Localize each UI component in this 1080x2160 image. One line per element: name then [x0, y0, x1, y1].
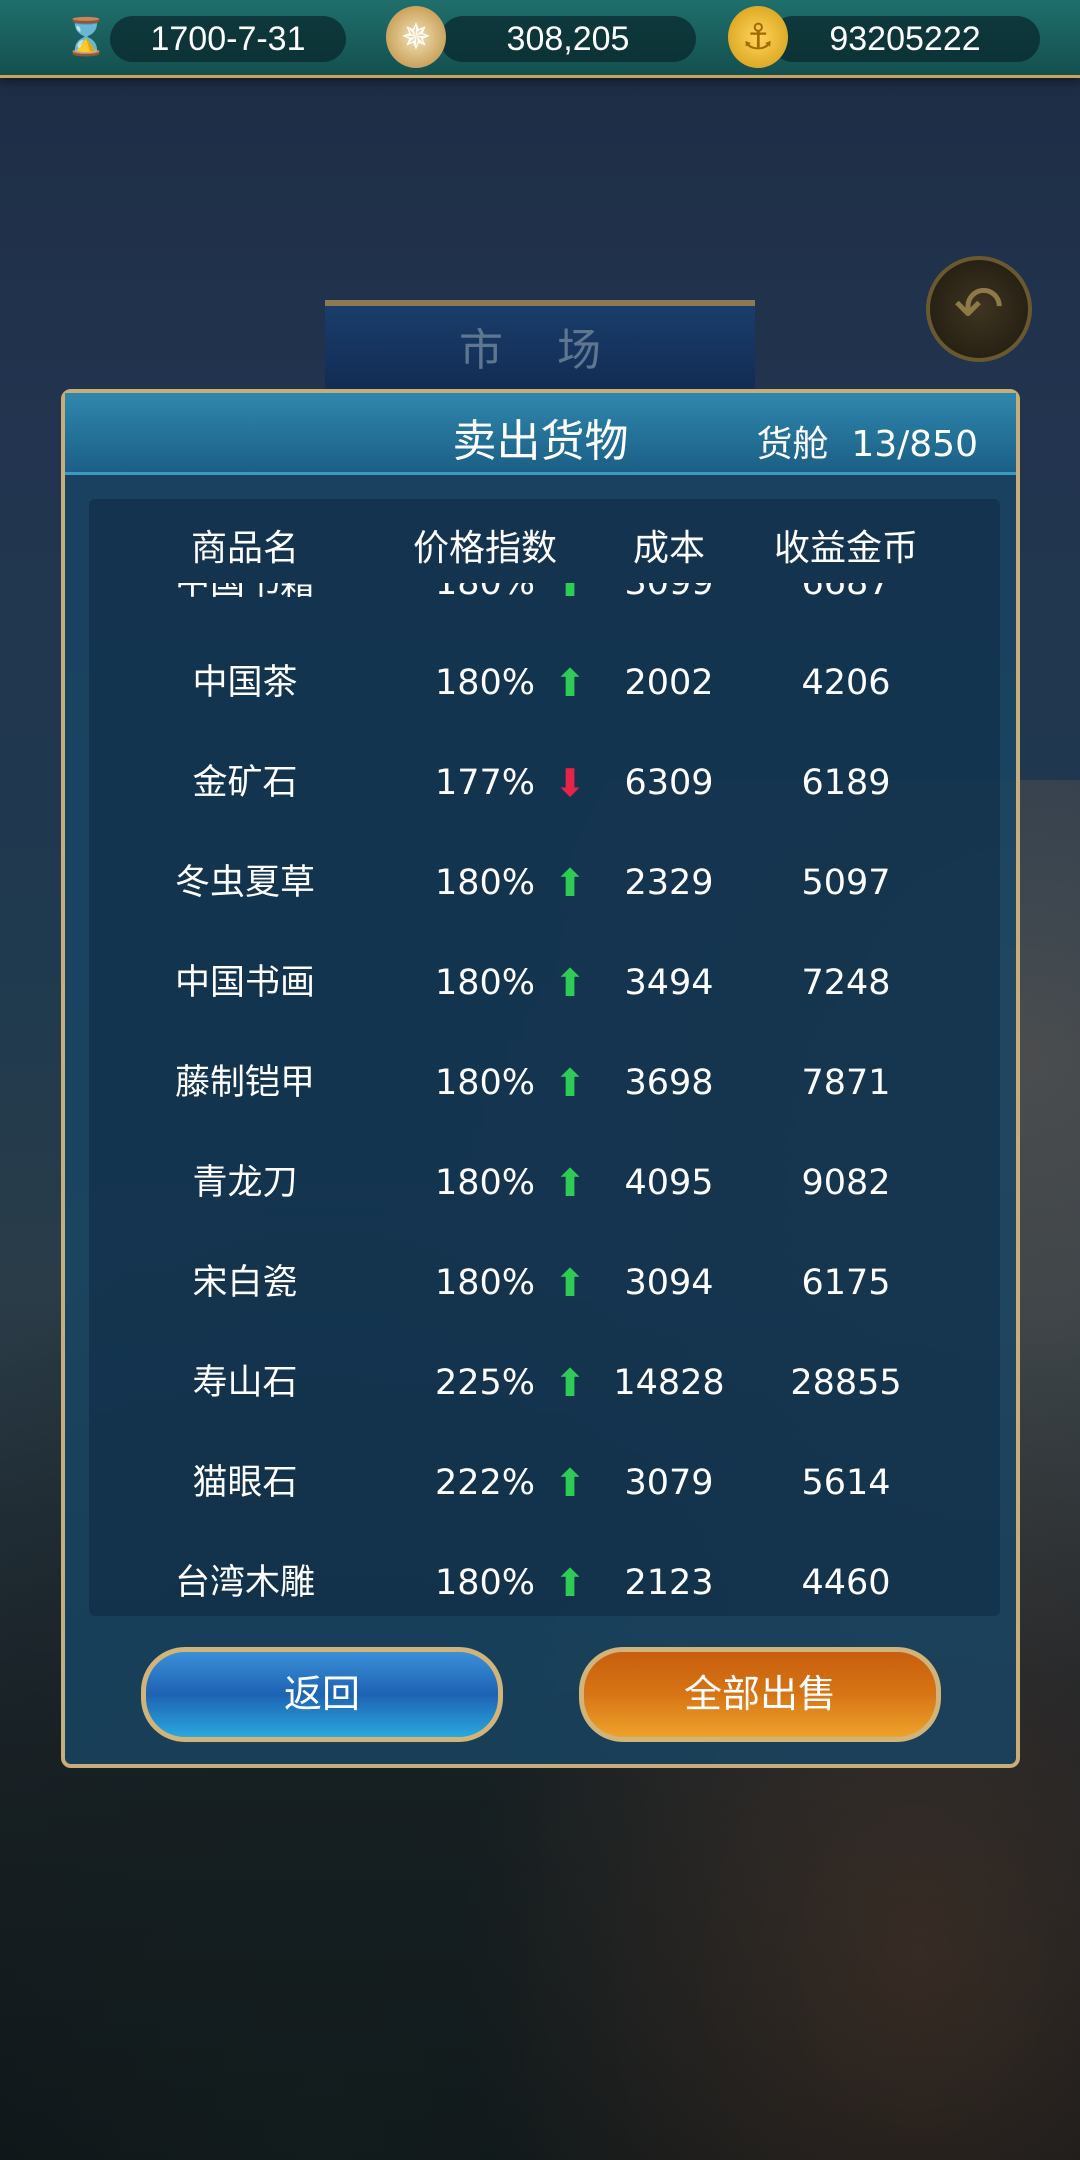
- profit: 7248: [801, 963, 891, 1003]
- sell-goods-panel: 卖出货物 货舱 13/850 商品名 价格指数 成本 收益金币 中国书籍 180…: [61, 389, 1020, 1768]
- price-index: 180%: [434, 1263, 536, 1303]
- hourglass-icon: ⌛: [63, 17, 109, 58]
- profit: 5097: [801, 863, 891, 903]
- item-name: 宋白瓷: [192, 1263, 298, 1303]
- item-name: 中国茶: [192, 663, 298, 703]
- table-row[interactable]: 台湾木雕 180% ⬆ 2123 4460: [89, 1533, 1000, 1613]
- trend-up-icon: ⬆: [554, 661, 586, 705]
- sell-all-button[interactable]: 全部出售: [579, 1647, 941, 1742]
- profit: 4206: [801, 663, 891, 703]
- cost: 2123: [624, 1563, 714, 1603]
- date-display: 1700-7-31: [110, 16, 346, 62]
- table-body-scroll[interactable]: 中国书籍 180% ⬆ 3099 6687 中国茶 180% ⬆ 2002 420…: [89, 583, 1000, 1613]
- item-name: 中国书籍: [174, 583, 316, 603]
- price-index: 180%: [434, 863, 536, 903]
- cost: 3079: [624, 1463, 714, 1503]
- table-row[interactable]: 宋白瓷 180% ⬆ 3094 6175: [89, 1233, 1000, 1333]
- cargo-value: 13/850: [851, 424, 978, 465]
- trend-up-icon: ⬆: [554, 1061, 586, 1105]
- cargo-label: 货舱: [756, 424, 829, 465]
- trend-up-icon: ⬆: [554, 1461, 586, 1505]
- profit: 6687: [801, 583, 891, 603]
- profit: 4460: [801, 1563, 891, 1603]
- trend-up-icon: ⬆: [554, 1561, 586, 1605]
- market-banner: 市 场: [325, 300, 755, 395]
- table-header: 商品名 价格指数 成本 收益金币: [89, 499, 1000, 583]
- return-arrow-button[interactable]: ↶: [926, 256, 1032, 362]
- cost: 2329: [624, 863, 714, 903]
- item-name: 寿山石: [192, 1363, 298, 1403]
- reputation-display: 308,205: [440, 16, 696, 62]
- gold-display: 93205222: [770, 16, 1040, 62]
- profit: 28855: [790, 1363, 902, 1403]
- price-index: 180%: [434, 963, 536, 1003]
- compass-icon: ✵: [386, 6, 446, 68]
- table-row[interactable]: 中国茶 180% ⬆ 2002 4206: [89, 633, 1000, 733]
- anchor-coin-icon: ⚓: [728, 6, 788, 68]
- table-row[interactable]: 藤制铠甲 180% ⬆ 3698 7871: [89, 1033, 1000, 1133]
- table-row[interactable]: 金矿石 177% ⬇ 6309 6189: [89, 733, 1000, 833]
- price-index: 180%: [434, 583, 536, 603]
- cost: 4095: [624, 1163, 714, 1203]
- cost: 3099: [624, 583, 714, 603]
- cost: 3494: [624, 963, 714, 1003]
- trend-down-icon: ⬇: [554, 761, 586, 805]
- item-name: 金矿石: [192, 763, 298, 803]
- return-arrow-icon: ↶: [953, 273, 1005, 343]
- price-index: 180%: [434, 1163, 536, 1203]
- cost: 6309: [624, 763, 714, 803]
- item-name: 藤制铠甲: [174, 1063, 316, 1103]
- price-index: 222%: [434, 1463, 536, 1503]
- price-index: 177%: [434, 763, 536, 803]
- back-button[interactable]: 返回: [141, 1647, 503, 1742]
- price-index: 225%: [434, 1363, 536, 1403]
- trend-up-icon: ⬆: [554, 1361, 586, 1405]
- trend-up-icon: ⬆: [554, 861, 586, 905]
- table-row[interactable]: 寿山石 225% ⬆ 14828 28855: [89, 1333, 1000, 1433]
- cost: 3094: [624, 1263, 714, 1303]
- header-cost: 成本: [632, 528, 706, 569]
- item-name: 猫眼石: [192, 1463, 298, 1503]
- item-name: 台湾木雕: [174, 1563, 316, 1603]
- table-row[interactable]: 青龙刀 180% ⬆ 4095 9082: [89, 1133, 1000, 1233]
- panel-title: 卖出货物: [452, 416, 629, 467]
- item-name: 中国书画: [174, 963, 316, 1003]
- header-price-index: 价格指数: [412, 528, 558, 569]
- trend-up-icon: ⬆: [554, 583, 586, 605]
- profit: 6189: [801, 763, 891, 803]
- profit: 7871: [801, 1063, 891, 1103]
- table-row[interactable]: 中国书籍 180% ⬆ 3099 6687: [89, 583, 1000, 633]
- item-name: 冬虫夏草: [174, 863, 316, 903]
- cost: 14828: [613, 1363, 725, 1403]
- profit: 6175: [801, 1263, 891, 1303]
- cargo-hold-status: 货舱 13/850: [756, 415, 978, 467]
- table-row[interactable]: 冬虫夏草 180% ⬆ 2329 5097: [89, 833, 1000, 933]
- trend-up-icon: ⬆: [554, 961, 586, 1005]
- panel-header: 卖出货物 货舱 13/850: [65, 393, 1016, 475]
- header-profit: 收益金币: [773, 528, 919, 569]
- price-index: 180%: [434, 1563, 536, 1603]
- trend-up-icon: ⬆: [554, 1261, 586, 1305]
- table-row[interactable]: 中国书画 180% ⬆ 3494 7248: [89, 933, 1000, 1033]
- header-name: 商品名: [190, 528, 300, 569]
- goods-table: 商品名 价格指数 成本 收益金币 中国书籍 180% ⬆ 3099 6687 中国…: [89, 499, 1000, 1616]
- item-name: 青龙刀: [192, 1163, 298, 1203]
- price-index: 180%: [434, 1063, 536, 1103]
- cost: 3698: [624, 1063, 714, 1103]
- price-index: 180%: [434, 663, 536, 703]
- trend-up-icon: ⬆: [554, 1161, 586, 1205]
- top-status-bar: 1700-7-31 ⌛ 308,205 ✵ 93205222 ⚓: [0, 0, 1080, 78]
- cost: 2002: [624, 663, 714, 703]
- profit: 5614: [801, 1463, 891, 1503]
- profit: 9082: [801, 1163, 891, 1203]
- table-row[interactable]: 猫眼石 222% ⬆ 3079 5614: [89, 1433, 1000, 1533]
